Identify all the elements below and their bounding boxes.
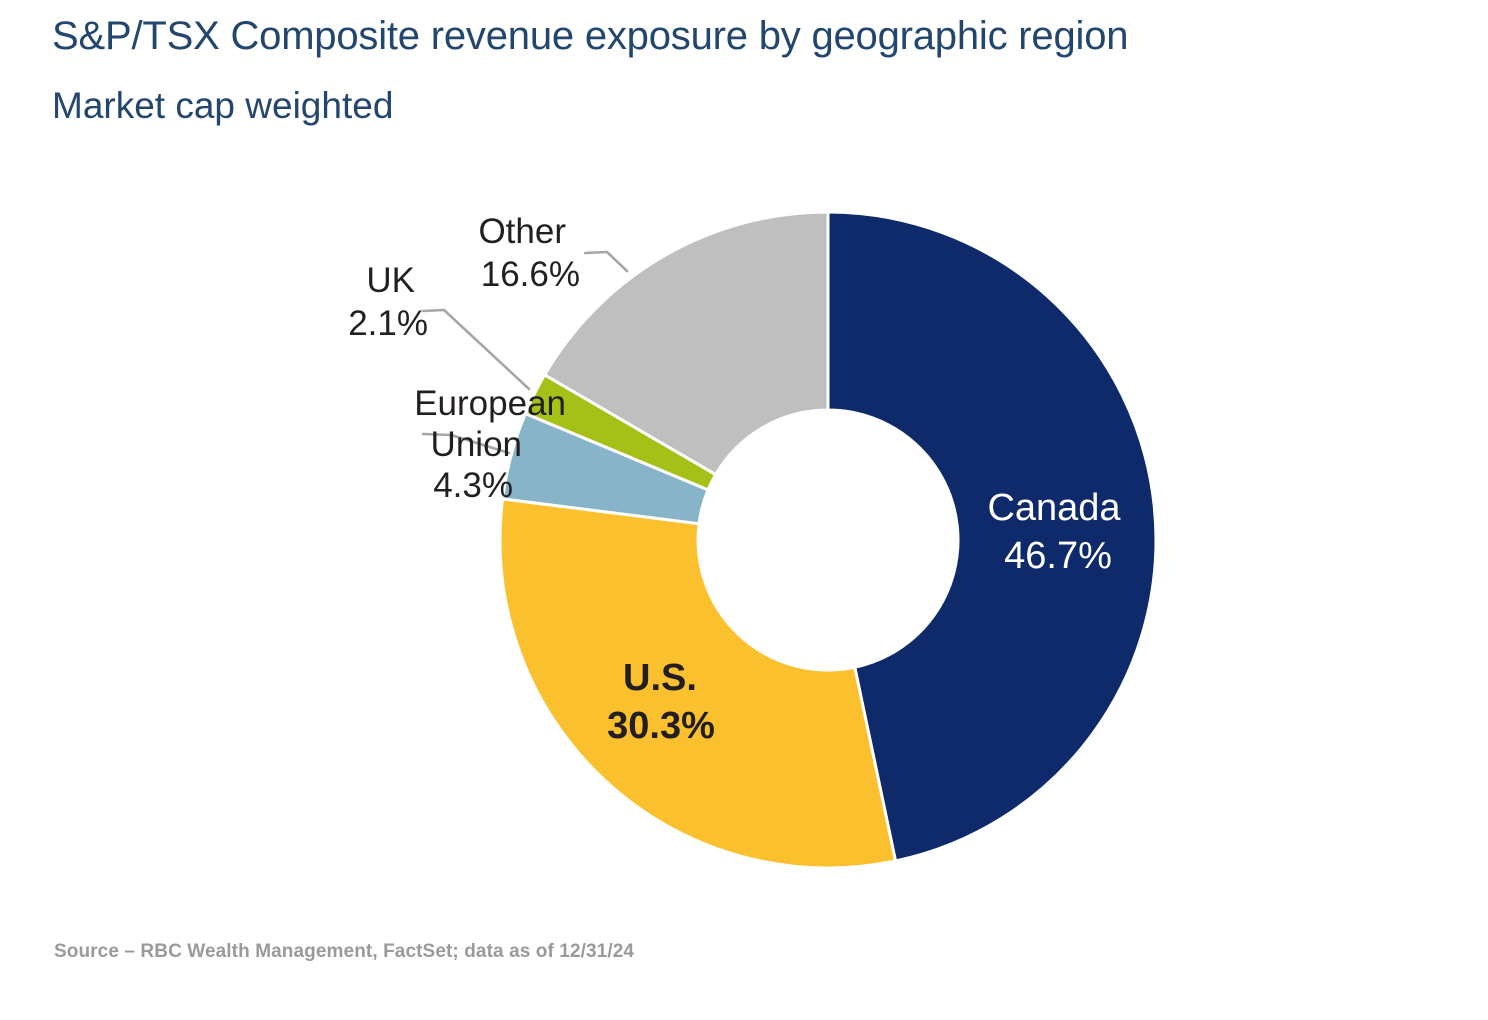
label-european-union-value: 4.3% bbox=[433, 466, 513, 505]
slice-canada[interactable] bbox=[826, 210, 1158, 863]
label-european-union-name-line1: European bbox=[414, 384, 566, 423]
label-other-name: Other bbox=[478, 212, 566, 251]
page-title: S&P/TSX Composite revenue exposure by ge… bbox=[52, 14, 1129, 58]
label-other-value: 16.6% bbox=[481, 255, 580, 294]
slice-us[interactable] bbox=[498, 497, 898, 870]
donut-slices bbox=[498, 210, 1158, 870]
leader-line-uk bbox=[421, 308, 531, 391]
label-european-union-name-line2: Union bbox=[431, 425, 522, 464]
page-subtitle: Market cap weighted bbox=[52, 84, 394, 126]
leader-line-european-union bbox=[421, 432, 511, 455]
label-canada-name: Canada bbox=[987, 487, 1121, 529]
chart-header: S&P/TSX Composite revenue exposure by ge… bbox=[52, 14, 1452, 126]
label-uk-value: 2.1% bbox=[348, 304, 428, 343]
label-uk-name: UK bbox=[366, 261, 415, 300]
leader-lines bbox=[421, 250, 629, 455]
label-canada-value: 46.7% bbox=[1004, 535, 1112, 577]
donut-chart: European Union 4.3% UK 2.1% Other 16.6% … bbox=[0, 170, 1488, 910]
label-us-value: 30.3% bbox=[607, 705, 715, 747]
slice-other[interactable] bbox=[542, 210, 830, 477]
outside-labels: European Union 4.3% UK 2.1% Other 16.6% bbox=[348, 212, 580, 505]
label-us-name: U.S. bbox=[623, 657, 697, 699]
leader-line-other bbox=[583, 250, 629, 273]
donut-chart-svg: European Union 4.3% UK 2.1% Other 16.6% … bbox=[348, 210, 1158, 870]
inside-labels: Canada 46.7% U.S. 30.3% bbox=[607, 487, 1121, 747]
source-note: Source – RBC Wealth Management, FactSet;… bbox=[54, 941, 635, 962]
